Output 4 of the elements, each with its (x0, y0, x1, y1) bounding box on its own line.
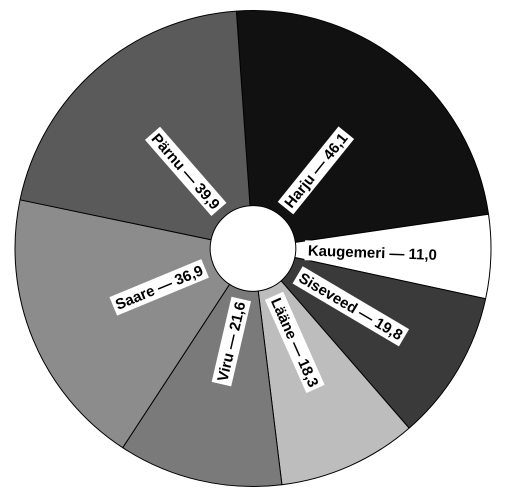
slice-label: Saare — 36,9 (113, 262, 206, 314)
slice-label: Kaugemeri — 11,0 (308, 242, 438, 264)
slice-label: Viru — 21,6 (214, 300, 250, 384)
slice-label: Lääne — 18,3 (266, 295, 322, 390)
